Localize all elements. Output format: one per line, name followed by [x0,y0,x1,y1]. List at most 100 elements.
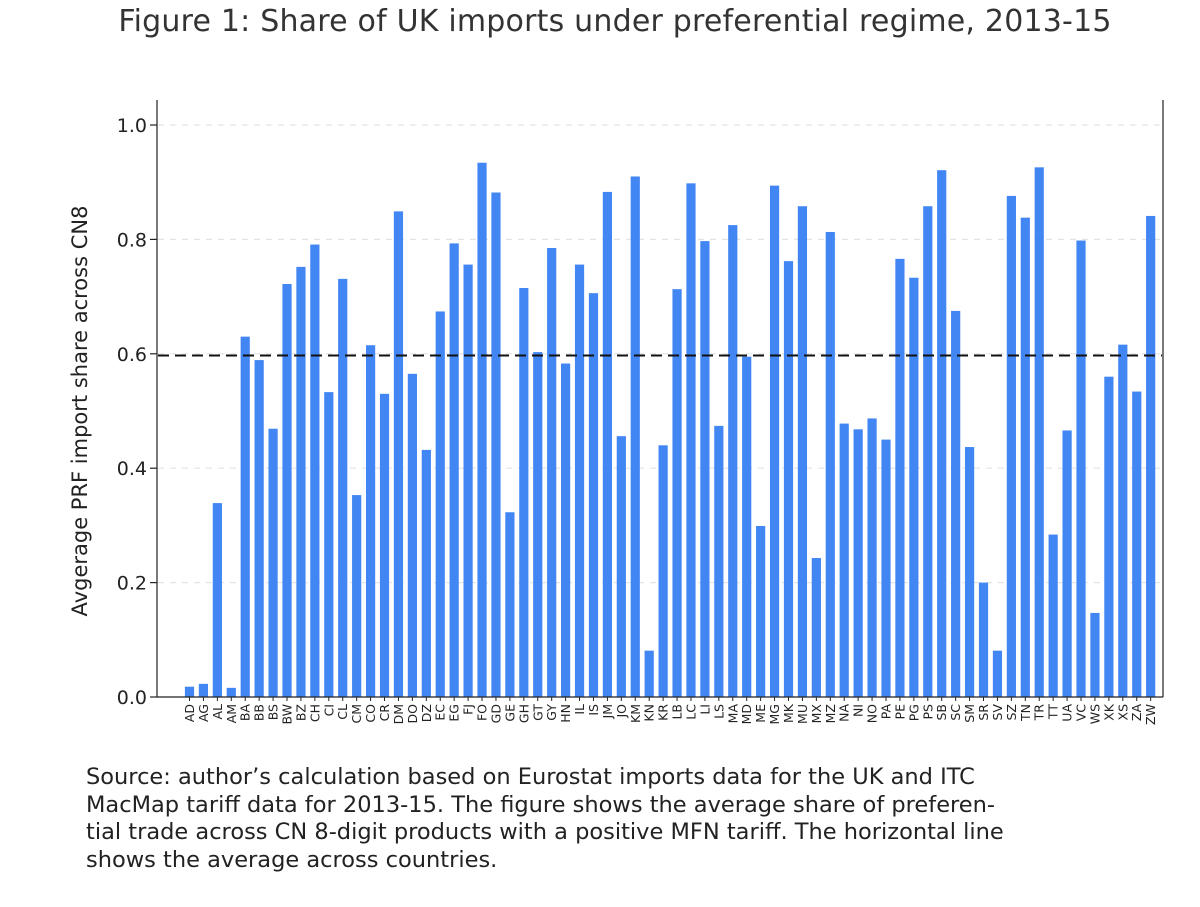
x-tick-label: DM [391,704,406,724]
x-tick-label: HN [558,704,573,723]
bar-gy [547,247,557,698]
bar-co [365,345,376,697]
x-tick-label: AG [196,704,211,722]
x-tick-label: KM [628,704,643,723]
bar-chart: 0.0 0.2 0.4 0.6 0.8 1.0 ADAGALAMBABBBSBWBZCHCI… [68,100,1164,725]
bar-tt [1048,534,1058,697]
x-tick-label: AM [224,704,239,723]
bar-me [756,525,766,697]
x-tick-label: BB [252,704,267,721]
x-tick-label: LI [697,704,712,715]
x-tick-label: IL [572,704,587,715]
x-tick-label: PS [920,704,935,720]
bar-no [867,418,877,697]
bar-za [1132,391,1142,697]
bar-mu [797,206,808,697]
bar-gh [519,288,529,697]
bar-bs [268,428,278,697]
x-tick-label: ZW [1143,704,1158,725]
bar-bb [254,360,264,697]
x-tick-label: TR [1032,704,1047,722]
axes: 0.0 0.2 0.4 0.6 0.8 1.0 ADAGALAMBABBBSBWBZCHCI… [117,100,1164,725]
bar-tr [1034,167,1044,697]
bar-eg [449,243,459,698]
x-tick-label: ME [753,704,768,723]
bar-hn [561,363,571,697]
bar-na [839,423,849,697]
x-tick-label: AL [210,704,225,720]
bar-bz [296,266,306,697]
x-tick-label: ZA [1129,704,1144,722]
x-tick-label: MZ [823,704,838,723]
x-tick-label: PE [892,704,907,720]
bar-gd [491,192,501,697]
x-tick-label: MA [725,704,740,724]
x-tick-label: SM [962,704,977,723]
bar-dz [421,449,431,697]
x-tick-label: XS [1115,704,1130,721]
bar-sz [1006,195,1016,698]
bar-lc [686,183,696,697]
bar-gt [533,352,543,697]
x-tick-label: GD [488,704,503,723]
x-tick-label: SV [990,704,1005,721]
bar-ag [198,683,209,697]
x-tick-label: XK [1101,703,1116,721]
bar-ps [923,206,933,697]
x-tick-label: SC [948,704,963,721]
bar-is [588,293,599,697]
x-tick-label: EG [447,704,462,722]
bar-mg [769,185,780,697]
x-tick-label: TN [1018,704,1033,722]
x-tick-label: MX [809,704,824,724]
bar-mk [783,261,794,697]
x-tick-label: CO [363,704,378,723]
bar-kn [644,650,654,697]
bar-ec [435,311,445,697]
x-tick-label: MK [781,703,796,723]
y-axis-label: Avgerage PRF import share across CN8 [68,206,92,617]
x-tick-label: DZ [419,704,434,722]
bar-kr [658,445,668,697]
bars [184,162,1156,698]
bar-jm [602,191,612,697]
bar-ni [853,429,863,697]
x-tick-label: GY [544,704,559,721]
bar-pa [881,439,891,697]
x-tick-label: PA [879,704,894,720]
y-tick-label: 0.8 [117,229,147,251]
x-tick-label: CM [349,704,364,724]
bar-xk [1104,376,1114,697]
figure-caption: Source: author’s calculation based on Eu… [86,764,1156,874]
bar-il [574,264,585,697]
bar-sb [937,170,947,698]
bar-cm [352,495,362,697]
caption-line: Source: author’s calculation based on Eu… [86,764,975,790]
x-tick-label: GH [516,704,531,723]
x-tick-label: EC [433,704,448,721]
x-tick-label: JO [614,704,629,719]
bar-fo [477,162,487,697]
bar-ch [310,244,320,697]
x-tick-label: CH [307,704,322,722]
bar-sr [978,582,989,697]
y-tick-label: 0.4 [117,458,147,480]
x-tick-label: NI [851,704,866,717]
x-tick-label: MD [739,704,754,724]
x-tick-label: LB [670,704,685,720]
x-tick-label: CI [321,704,336,716]
bar-ad [184,686,195,697]
bar-dm [393,211,404,697]
bar-li [700,241,710,697]
bar-ci [324,392,334,697]
x-tick-label: FO [475,704,490,721]
bar-km [630,176,640,698]
bar-cl [338,278,348,697]
x-tick-label: IS [586,704,601,716]
x-tick-label: NO [865,704,880,723]
bar-pe [895,258,905,697]
bar-ls [714,425,724,697]
caption-line: tial trade across CN 8-digit products wi… [86,819,1004,845]
x-tick-label: LS [711,704,726,719]
caption-line: shows the average across countries. [86,846,498,873]
